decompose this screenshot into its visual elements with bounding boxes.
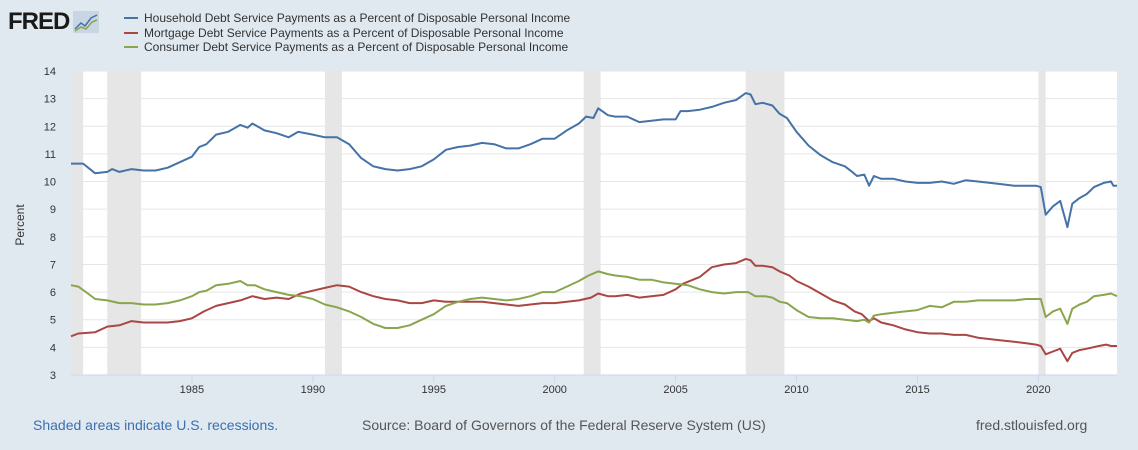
legend-label: Consumer Debt Service Payments as a Perc… [144,40,569,54]
site-url: fred.stlouisfed.org [976,417,1088,433]
y-tick-label: 6 [50,287,56,299]
recession-note-link[interactable]: Shaded areas indicate U.S. recessions. [33,417,279,433]
legend: Household Debt Service Payments as a Per… [124,11,570,55]
y-tick-label: 13 [44,94,56,106]
fred-logo[interactable]: FRED [8,8,100,36]
y-tick-label: 11 [45,149,56,161]
source-text: Source: Board of Governors of the Federa… [362,417,766,433]
legend-label: Household Debt Service Payments as a Per… [144,11,571,25]
legend-swatch [124,31,138,34]
legend-swatch [124,17,138,20]
logo-text: FRED [8,8,70,35]
y-tick-label: 3 [50,370,56,382]
x-tick-label: 2005 [663,384,687,396]
x-tick-label: 2010 [784,384,808,396]
recession-band [107,71,142,375]
legend-swatch [124,46,138,49]
x-tick-label: 1995 [422,384,446,396]
legend-item-consumer[interactable]: Consumer Debt Service Payments as a Perc… [124,40,570,55]
x-tick-label: 1985 [180,384,204,396]
y-tick-label: 10 [44,177,56,189]
y-tick-label: 4 [50,342,56,354]
series-line-1[interactable] [70,257,1117,363]
recession-band [745,71,785,375]
x-tick-label: 1990 [301,384,325,396]
y-tick-label: 5 [50,315,56,327]
x-tick-label: 2000 [542,384,566,396]
y-tick-label: 9 [50,204,56,216]
chart-logo-icon [73,11,100,33]
legend-item-household[interactable]: Household Debt Service Payments as a Per… [124,11,570,26]
recession-band [324,71,342,375]
legend-label: Mortgage Debt Service Payments as a Perc… [144,25,564,40]
x-tick-label: 2015 [905,384,929,396]
recession-band [1038,71,1046,375]
series-line-2[interactable] [70,270,1118,329]
recession-band [71,71,84,375]
y-tick-label: 14 [44,66,56,78]
y-tick-label: 12 [44,121,56,133]
legend-item-mortgage[interactable]: Mortgage Debt Service Payments as a Perc… [124,26,570,41]
y-axis-label: Percent [13,204,27,246]
y-tick-label: 7 [50,259,56,271]
y-tick-label: 8 [50,232,56,244]
series-line-0[interactable] [71,92,1117,229]
x-tick-label: 2020 [1026,384,1050,396]
